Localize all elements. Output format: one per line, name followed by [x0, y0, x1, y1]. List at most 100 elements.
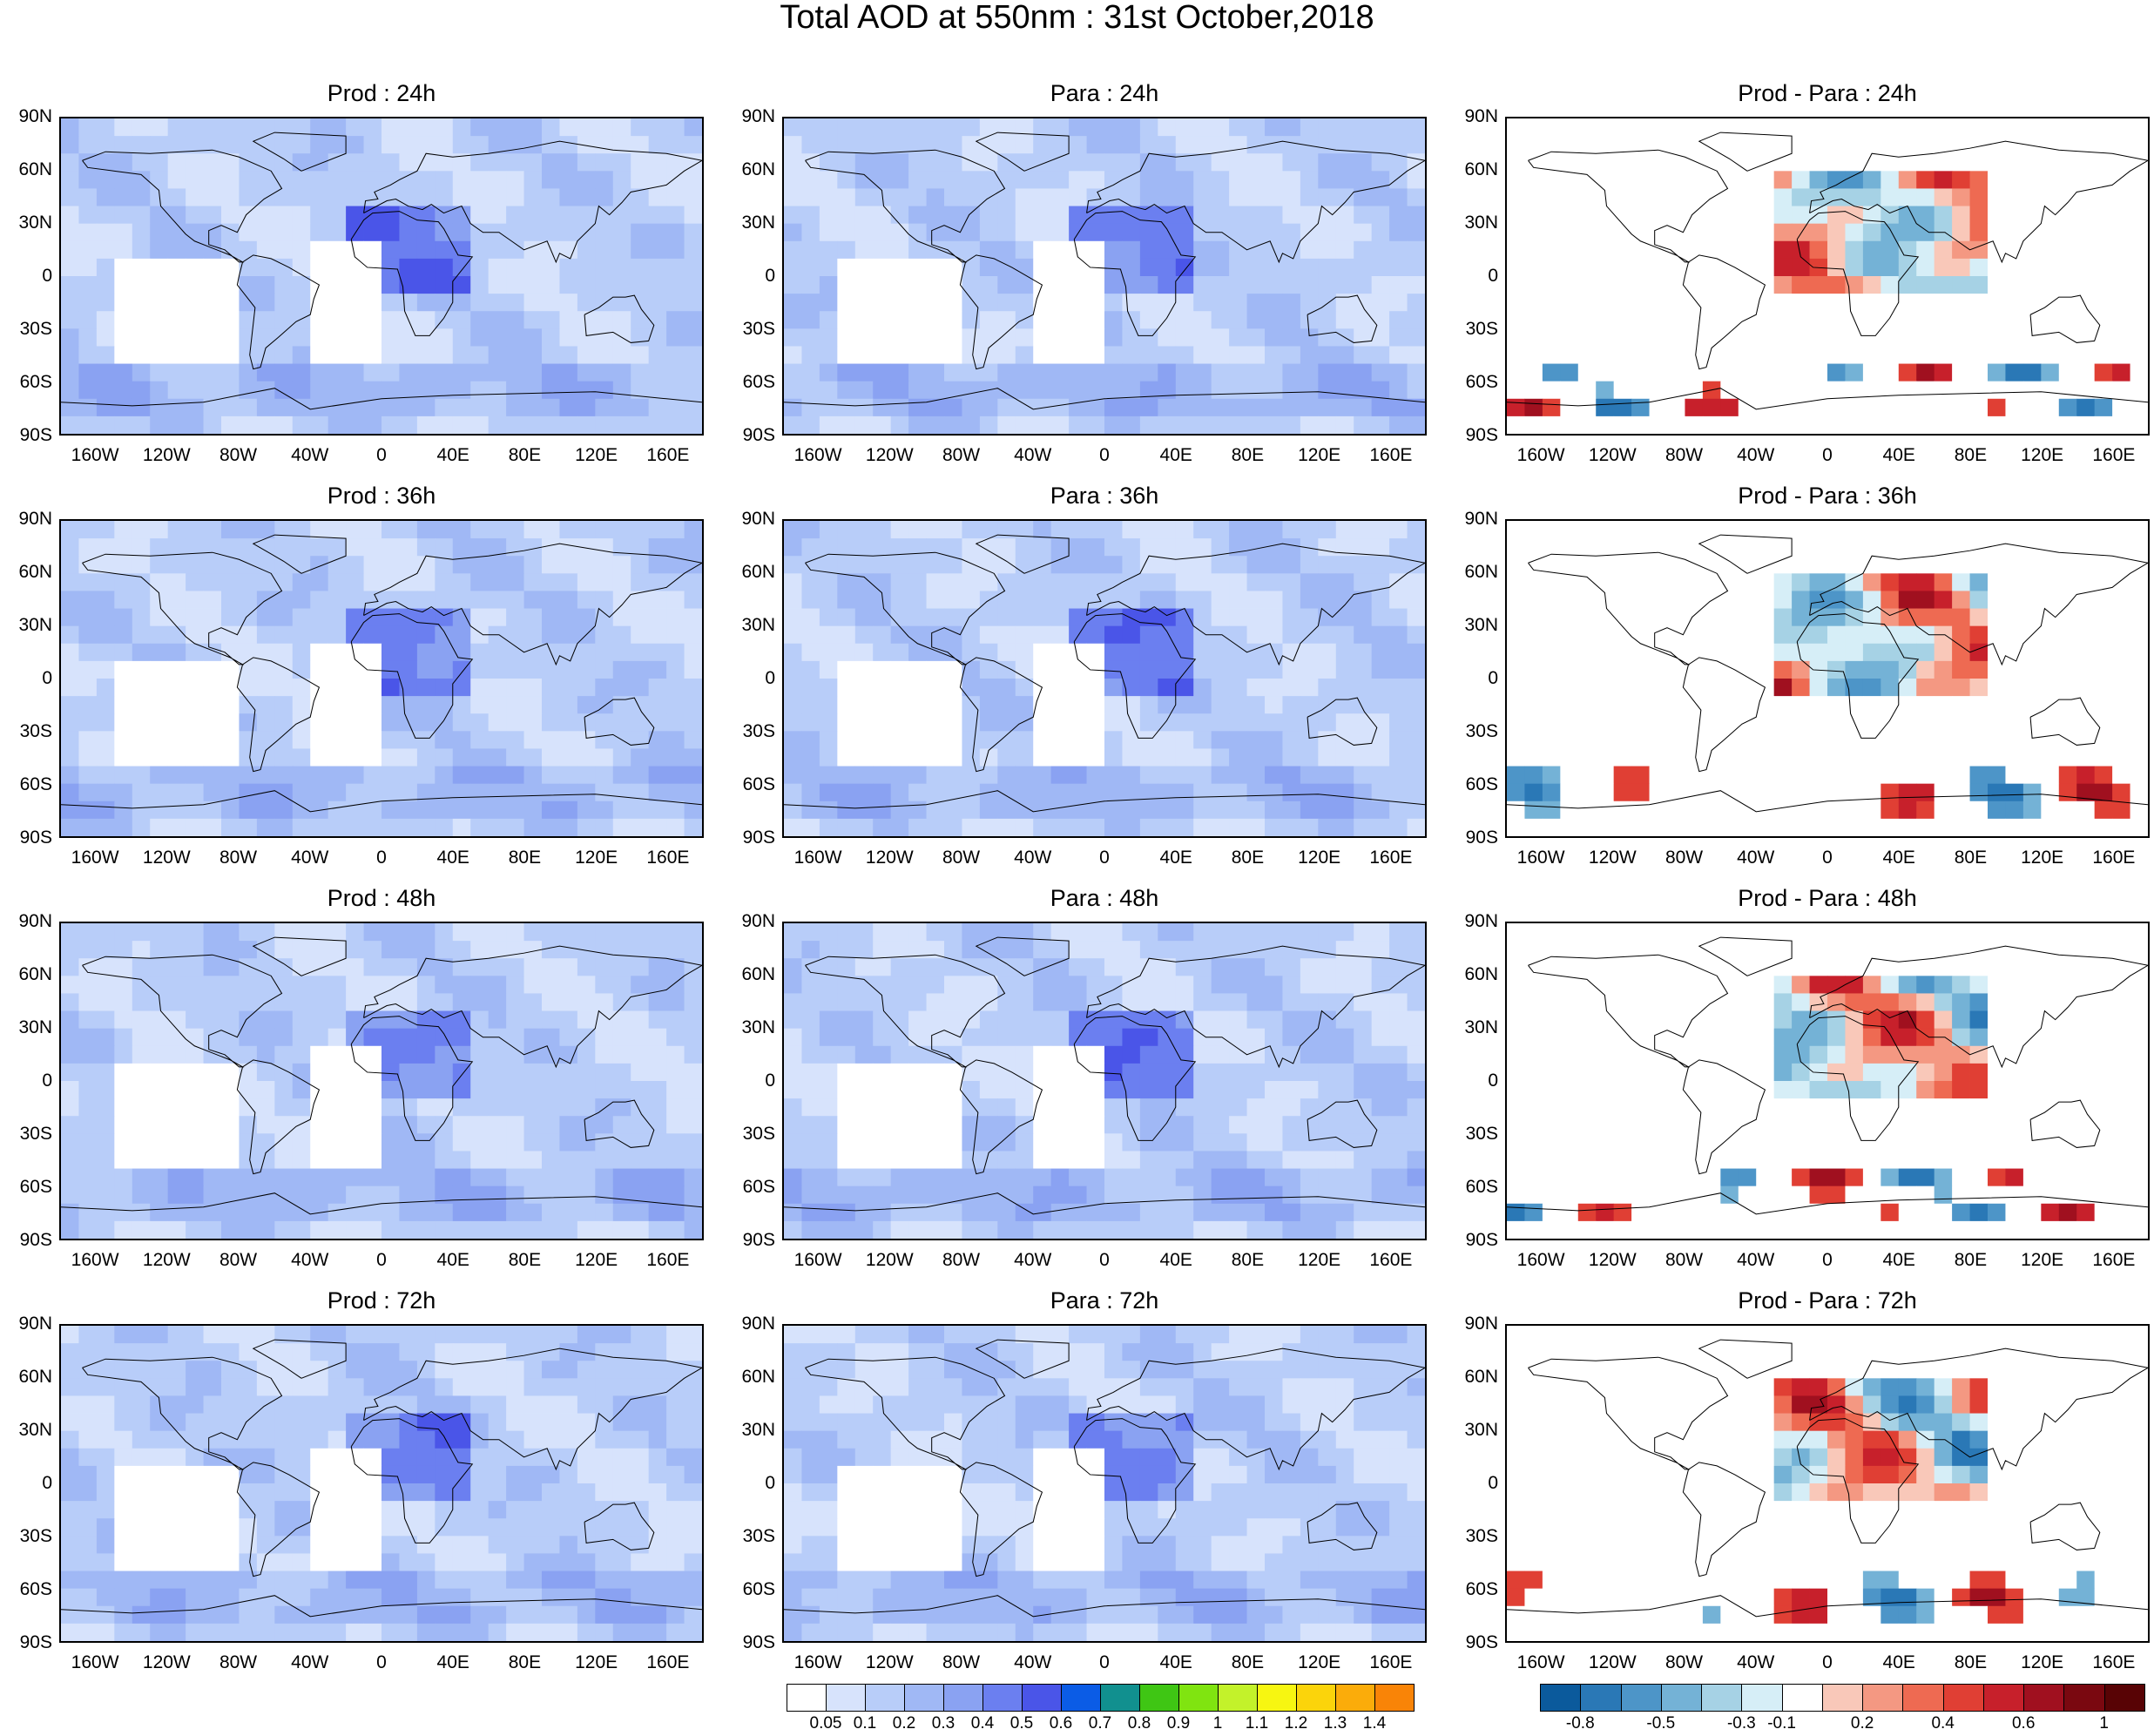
longitude-tick-label: 120W: [865, 848, 914, 868]
latitude-tick-label: 90N: [1464, 911, 1498, 931]
aod-map-panel: [782, 922, 1427, 1240]
longitude-tick-label: 0: [1822, 848, 1833, 868]
longitude-tick-label: 0: [1099, 1652, 1110, 1672]
longitude-tick-label: 120E: [1298, 1652, 1341, 1672]
longitude-tick-label: 120W: [142, 445, 191, 465]
longitude-tick-label: 80W: [219, 1250, 258, 1270]
longitude-tick-label: 120E: [575, 445, 618, 465]
latitude-tick-label: 60N: [741, 1367, 775, 1387]
longitude-tick-label: 40W: [1737, 445, 1775, 465]
map-canvas: [1507, 521, 2148, 836]
longitude-tick-label: 160W: [1516, 445, 1565, 465]
latitude-tick-label: 60S: [742, 1177, 775, 1197]
latitude-tick-label: 60S: [19, 1579, 52, 1599]
latitude-tick-label: 0: [1488, 1473, 1498, 1493]
longitude-tick-label: 80W: [1664, 445, 1704, 465]
longitude-tick-label: 160W: [71, 848, 119, 868]
latitude-tick-label: 30S: [19, 1526, 52, 1546]
aod-colorbar-label: 1.4: [1362, 1714, 1387, 1733]
diff-colorbar-label: 1: [2099, 1714, 2109, 1733]
diff-colorbar-swatch: [1540, 1684, 1582, 1712]
map-canvas: [61, 1326, 702, 1641]
diff-colorbar-label: -0.5: [1646, 1714, 1676, 1733]
longitude-tick-label: 40E: [1159, 848, 1192, 868]
longitude-tick-label: 40E: [436, 1250, 469, 1270]
diff-colorbar-swatch: [1781, 1684, 1823, 1712]
longitude-tick-label: 80E: [508, 445, 542, 465]
diff-colorbar-swatch: [1862, 1684, 1904, 1712]
map-canvas: [1507, 118, 2148, 434]
panel-title: Prod - Para : 72h: [1738, 1287, 1917, 1314]
latitude-tick-label: 90S: [742, 425, 775, 445]
latitude-tick-label: 30N: [1464, 1420, 1498, 1440]
latitude-tick-label: 30S: [19, 1124, 52, 1144]
longitude-tick-label: 120W: [142, 1250, 191, 1270]
aod-colorbar-swatch: [1178, 1684, 1219, 1712]
aod-colorbar-label: 0.1: [853, 1714, 877, 1733]
aod-colorbar-swatch: [1100, 1684, 1140, 1712]
aod-colorbar-label: 1.3: [1323, 1714, 1347, 1733]
aod-colorbar-label: 1.2: [1284, 1714, 1308, 1733]
latitude-tick-label: 90S: [19, 425, 52, 445]
latitude-tick-label: 30N: [18, 213, 52, 233]
latitude-tick-label: 90S: [19, 1230, 52, 1250]
latitude-tick-label: 90N: [18, 106, 52, 126]
longitude-tick-label: 40E: [1882, 848, 1915, 868]
aod-colorbar-swatch: [865, 1684, 905, 1712]
longitude-tick-label: 120E: [1298, 445, 1341, 465]
latitude-tick-label: 90S: [19, 827, 52, 848]
aod-colorbar-swatch: [982, 1684, 1023, 1712]
latitude-tick-label: 90S: [742, 1230, 775, 1250]
aod-colorbar-label: 0.8: [1127, 1714, 1151, 1733]
aod-colorbar-label: 0.2: [892, 1714, 916, 1733]
aod-colorbar-swatch: [826, 1684, 866, 1712]
longitude-tick-label: 80W: [942, 445, 981, 465]
latitude-tick-label: 60N: [741, 964, 775, 984]
map-canvas: [61, 521, 702, 836]
aod-colorbar-label: 0.4: [970, 1714, 995, 1733]
latitude-tick-label: 0: [42, 668, 52, 688]
latitude-tick-label: 90N: [741, 911, 775, 931]
longitude-tick-label: 80W: [1664, 1250, 1704, 1270]
latitude-tick-label: 30N: [741, 213, 775, 233]
longitude-tick-label: 160E: [2092, 848, 2136, 868]
diff-colorbar-swatch: [1982, 1684, 2025, 1712]
difference-map-panel: [1505, 922, 2150, 1240]
longitude-tick-label: 80E: [1231, 1652, 1265, 1672]
longitude-tick-label: 160W: [793, 848, 842, 868]
aod-map-panel: [59, 922, 704, 1240]
latitude-tick-label: 30S: [742, 721, 775, 741]
map-canvas: [784, 923, 1425, 1239]
latitude-tick-label: 30S: [1465, 1124, 1498, 1144]
latitude-tick-label: 30N: [18, 615, 52, 635]
panel-title: Para : 48h: [1050, 885, 1159, 911]
aod-colorbar-label: 0.05: [809, 1714, 842, 1733]
diff-colorbar-swatch: [1741, 1684, 1783, 1712]
diff-colorbar-label: 0.4: [1931, 1714, 1955, 1733]
latitude-tick-label: 90N: [1464, 509, 1498, 529]
longitude-tick-label: 80E: [1231, 848, 1265, 868]
latitude-tick-label: 30N: [741, 615, 775, 635]
panel-title: Prod : 72h: [327, 1287, 436, 1314]
latitude-tick-label: 90S: [1465, 1230, 1498, 1250]
latitude-tick-label: 60N: [18, 964, 52, 984]
latitude-tick-label: 0: [765, 1473, 775, 1493]
map-canvas: [1507, 1326, 2148, 1641]
longitude-tick-label: 40W: [1737, 1250, 1775, 1270]
longitude-tick-label: 0: [1822, 1250, 1833, 1270]
latitude-tick-label: 90S: [1465, 425, 1498, 445]
diff-colorbar-swatch: [1620, 1684, 1662, 1712]
longitude-tick-label: 160W: [793, 445, 842, 465]
diff-colorbar-label: 0.6: [2011, 1714, 2036, 1733]
longitude-tick-label: 80W: [1664, 1652, 1704, 1672]
panel-title: Prod : 48h: [327, 885, 436, 911]
latitude-tick-label: 60N: [741, 159, 775, 179]
latitude-tick-label: 30N: [1464, 615, 1498, 635]
longitude-tick-label: 0: [1822, 1652, 1833, 1672]
latitude-tick-label: 30N: [1464, 213, 1498, 233]
longitude-tick-label: 120E: [575, 1250, 618, 1270]
diff-colorbar-label: -0.1: [1767, 1714, 1796, 1733]
longitude-tick-label: 40W: [291, 445, 329, 465]
aod-colorbar-swatch: [1257, 1684, 1297, 1712]
difference-map-panel: [1505, 117, 2150, 436]
